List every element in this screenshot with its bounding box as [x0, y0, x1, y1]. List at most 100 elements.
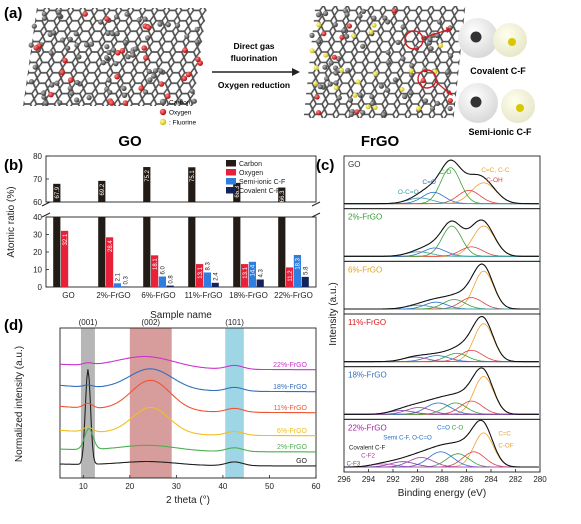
- carbon-atom-icon: [427, 36, 433, 43]
- xps-annotation: C-O: [440, 169, 452, 176]
- y-tick-label: 0: [38, 283, 43, 292]
- x-category-label: 6%-FrGO: [141, 291, 175, 300]
- xrd-series-label: 11%-FrGO: [274, 405, 308, 412]
- bar-semi-ionic-c-f: [248, 261, 256, 287]
- oxygen-atom-icon: [122, 100, 129, 106]
- x-tick-label: 40: [218, 482, 227, 491]
- bar-data-label: 18.3: [296, 257, 302, 269]
- legend-entry: Oxygen: [239, 170, 263, 177]
- lower-axis-frame: [45, 216, 317, 288]
- carbon-atom-icon: [344, 33, 350, 39]
- xps-subpanel-frame: [343, 155, 541, 210]
- xps-annotation: O-C=O: [398, 189, 419, 196]
- bar-data-label: 13.1: [243, 266, 249, 278]
- oxygen-atom-icon: [354, 109, 360, 115]
- oxygen-atom-icon: [141, 45, 147, 51]
- semiionic-cf-label: Semi-ionic C-F: [468, 127, 532, 137]
- carbon-atom-icon: [65, 45, 71, 51]
- fluorine-atom-icon: [313, 65, 319, 71]
- oxygen-atom-icon: [59, 69, 65, 76]
- carbon-atom-icon: [382, 15, 388, 21]
- y-tick-label: 70: [33, 175, 42, 184]
- axis-break-mark: [311, 212, 321, 218]
- panel-c: (c) GO 2%-FrGO 6%-FrGO 11%-FrGO 18%-FrGO 22%-…: [316, 155, 547, 499]
- carbon-atom-icon: [344, 11, 350, 18]
- bar-data-label: 6.0: [161, 265, 167, 274]
- x-category-label: 18%-FrGO: [229, 291, 268, 300]
- legend-swatch: [226, 160, 236, 167]
- bar-oxygen: [241, 264, 249, 287]
- carbon-atom-icon: [105, 30, 111, 36]
- panel-d-label: (d): [4, 317, 23, 334]
- carbon-atom-icon: [336, 56, 342, 62]
- carbon-atom-icon: [74, 42, 80, 48]
- arrow-top-line1: Direct gas: [233, 41, 274, 51]
- carbon-atom-icon: [448, 53, 454, 59]
- frgo-caption: FrGO: [361, 133, 400, 150]
- zoom-arrow-2-icon: [446, 90, 453, 96]
- fluorine-atom-icon: [399, 86, 405, 92]
- carbon-atom-icon: [434, 100, 441, 106]
- bar-carbon-lower: [278, 217, 286, 287]
- bar-semi-ionic-c-f: [293, 254, 301, 287]
- carbon-atom-icon: [132, 46, 139, 52]
- carbon-atom-icon: [402, 93, 408, 100]
- carbon-atom-icon: [57, 100, 63, 106]
- carbon-atom-icon: [408, 90, 414, 96]
- carbon-atom-icon: [165, 22, 171, 28]
- carbon-atom-icon: [360, 43, 366, 49]
- carbon-atom-icon: [370, 100, 376, 107]
- fluorine-atom-icon: [351, 33, 357, 39]
- bar-oxygen: [286, 267, 294, 287]
- atom-legend: Carbon Oxygen : Fluorine: [159, 98, 196, 127]
- x-tick-label: 30: [172, 482, 181, 491]
- oxygen-atom-icon: [48, 91, 54, 98]
- carbon-atom-icon: [69, 90, 75, 96]
- fluorine-atom-icon: [313, 81, 318, 86]
- carbon-atom-icon: [104, 55, 110, 61]
- x-tick-label: 286: [460, 475, 474, 484]
- oxygen-atom-icon: [185, 71, 192, 78]
- fluorine-atom-icon: [368, 29, 374, 35]
- axis-break-mark: [41, 212, 51, 218]
- carbon-atom-icon: [41, 11, 47, 17]
- go-sheet: [23, 8, 207, 106]
- carbon-atom-icon: [67, 36, 73, 42]
- carbon-atom-icon: [317, 84, 323, 90]
- covalent-cf-label: Covalent C-F: [470, 66, 526, 76]
- carbon-atom-icon: [423, 98, 429, 104]
- carbon-atom-icon: [445, 69, 451, 75]
- xps-sample-label: 22%-FrGO: [348, 423, 387, 432]
- xrd-band-label: (002): [141, 318, 160, 327]
- y-tick-label: 40: [33, 213, 42, 222]
- fluorine-atom-icon: [355, 79, 361, 85]
- oxygen-atom-icon: [420, 77, 426, 84]
- carbon-atom-icon: [48, 50, 54, 56]
- fluorine-atom-icon: [352, 92, 358, 98]
- arrow-head-icon: [292, 68, 300, 76]
- legend-swatch: [226, 178, 236, 185]
- carbon-atom-icon: [147, 77, 153, 83]
- carbon-atom-icon: [348, 111, 354, 117]
- xrd-pattern-curve: [59, 368, 316, 393]
- panel-b: (b) 60 70 80 0 10 20 30 40 Atomic ratio (%) Sampl…: [4, 152, 321, 321]
- carbon-atom-icon: [142, 16, 148, 22]
- carbon-atom-icon: [323, 10, 329, 17]
- c-ylabel: Intensity (a.u.): [328, 282, 339, 345]
- bar-data-label: 13.1: [198, 266, 204, 278]
- x-tick-label: 288: [435, 475, 449, 484]
- x-tick-label: 20: [125, 482, 134, 491]
- x-tick-label: 294: [362, 475, 376, 484]
- carbon-atom-icon: [143, 89, 149, 95]
- bar-covalent-c-f: [301, 276, 309, 287]
- carbon-atom-icon: [385, 87, 391, 93]
- oxygen-atom-icon: [331, 54, 337, 60]
- fluorine-core-icon: [508, 38, 516, 46]
- bar-carbon: [143, 167, 151, 202]
- bar-oxygen: [61, 230, 69, 287]
- semiionic-zoom: Semi-ionic C-F: [458, 83, 535, 137]
- fluorine-atom-icon: [365, 104, 371, 110]
- xrd-pattern-curve: [59, 355, 316, 371]
- bar-data-label: 2.4: [213, 272, 219, 281]
